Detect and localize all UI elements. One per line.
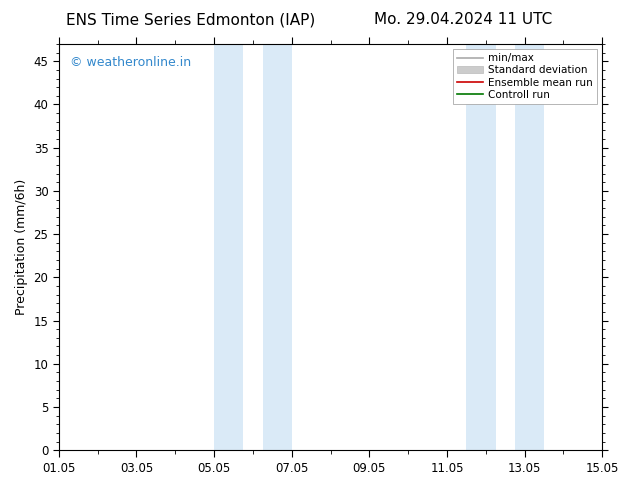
Bar <box>515 44 544 450</box>
Legend: min/max, Standard deviation, Ensemble mean run, Controll run: min/max, Standard deviation, Ensemble me… <box>453 49 597 104</box>
Text: ENS Time Series Edmonton (IAP): ENS Time Series Edmonton (IAP) <box>65 12 315 27</box>
Bar <box>262 44 292 450</box>
Bar <box>467 44 496 450</box>
Text: Mo. 29.04.2024 11 UTC: Mo. 29.04.2024 11 UTC <box>373 12 552 27</box>
Text: © weatheronline.in: © weatheronline.in <box>70 56 191 69</box>
Y-axis label: Precipitation (mm/6h): Precipitation (mm/6h) <box>15 179 28 315</box>
Bar <box>214 44 243 450</box>
